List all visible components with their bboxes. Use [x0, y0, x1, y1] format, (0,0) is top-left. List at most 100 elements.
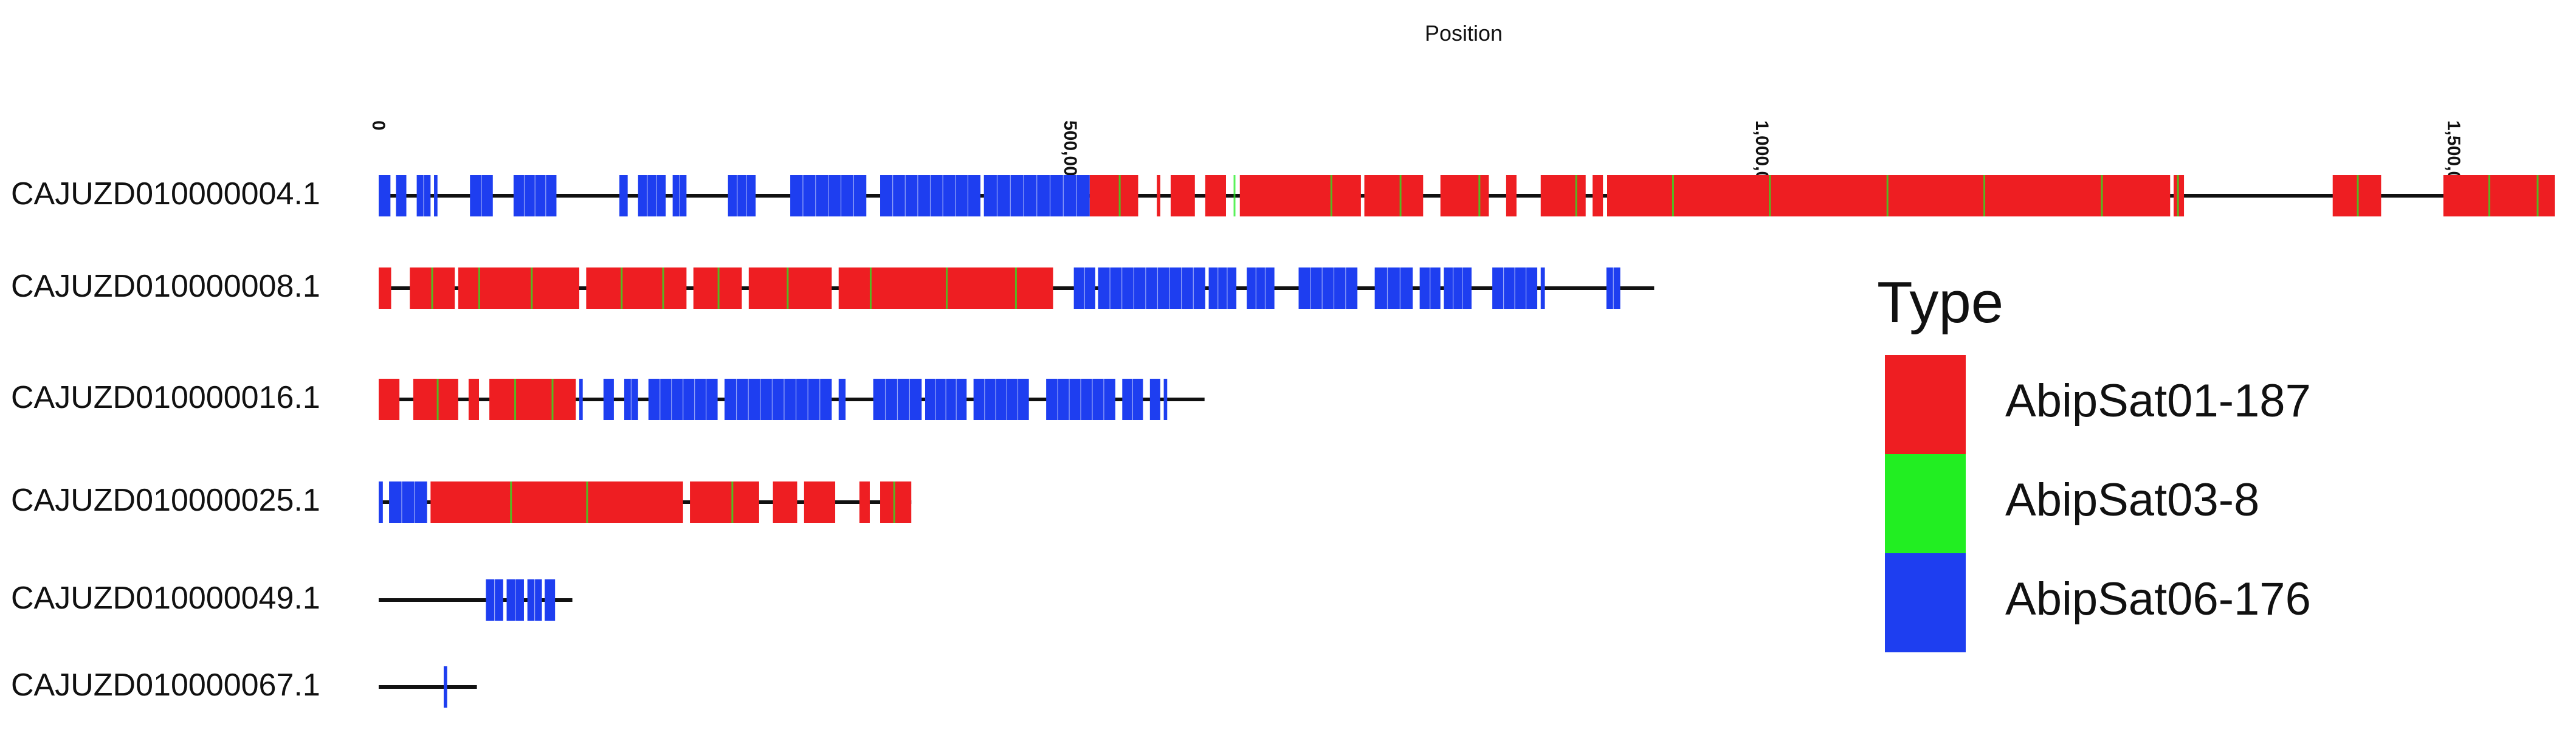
repeat-block	[1098, 267, 1205, 309]
repeat-block	[1540, 175, 1586, 216]
sequence-tracks: CAJUZD010000004.1 CAJUZD010000008.1 CAJUZD…	[11, 175, 2555, 708]
minor-repeat-mark	[551, 379, 554, 420]
repeat-block	[413, 379, 458, 420]
repeat-block	[1444, 267, 1472, 309]
repeat-block	[443, 666, 447, 708]
minor-repeat-mark	[586, 481, 588, 523]
repeat-block	[379, 175, 391, 216]
minor-repeat-mark	[1575, 175, 1577, 216]
repeat-block	[973, 379, 1029, 420]
minor-repeat-mark	[662, 267, 664, 309]
sequence-track: CAJUZD010000049.1	[11, 579, 573, 621]
minor-repeat-mark	[2488, 175, 2490, 216]
repeat-block	[1170, 175, 1195, 216]
repeat-block	[1089, 175, 1138, 216]
minor-repeat-mark	[478, 267, 480, 309]
minor-repeat-mark	[1886, 175, 1889, 216]
repeat-block	[1205, 175, 1226, 216]
repeat-block	[1045, 267, 1053, 309]
minor-repeat-mark	[1014, 267, 1017, 309]
repeat-block	[728, 175, 756, 216]
minor-repeat-mark	[2101, 175, 2103, 216]
repeat-block	[690, 481, 759, 523]
legend-swatch	[1885, 553, 1966, 652]
repeat-block	[619, 175, 628, 216]
minor-repeat-mark	[869, 267, 872, 309]
legend-label: AbipSat01-187	[2005, 375, 2311, 427]
minor-repeat-mark	[531, 267, 533, 309]
repeat-block	[804, 481, 836, 523]
repeat-block	[1374, 267, 1413, 309]
sequence-label: CAJUZD010000049.1	[11, 581, 320, 616]
repeat-block	[859, 481, 870, 523]
minor-repeat-mark	[717, 267, 720, 309]
repeat-block	[579, 379, 583, 420]
legend-swatch	[1885, 454, 1966, 553]
repeat-block	[2443, 175, 2555, 216]
minor-repeat-mark	[1399, 175, 1402, 216]
legend: Type AbipSat01-187 AbipSat03-8 AbipSat06-1…	[1877, 270, 2311, 652]
minor-repeat-mark	[1769, 175, 1771, 216]
minor-repeat-mark	[2177, 175, 2179, 216]
sequence-track: CAJUZD010000008.1	[11, 267, 1655, 309]
sequence-track: CAJUZD010000067.1	[11, 666, 477, 708]
repeat-block	[1593, 175, 1603, 216]
x-tick-label: 0	[368, 120, 388, 131]
minor-repeat-mark	[2536, 175, 2539, 216]
repeat-block	[724, 379, 832, 420]
repeat-block	[1540, 267, 1545, 309]
repeat-block	[1163, 379, 1168, 420]
repeat-block	[489, 379, 576, 420]
minor-repeat-mark	[1118, 175, 1121, 216]
repeat-block	[430, 481, 683, 523]
repeat-block	[434, 175, 438, 216]
minor-repeat-mark	[514, 379, 517, 420]
sequence-label: CAJUZD010000004.1	[11, 176, 320, 212]
repeat-block	[379, 481, 383, 523]
repeat-block	[1298, 267, 1358, 309]
minor-repeat-mark	[1330, 175, 1332, 216]
legend-swatch	[1885, 355, 1966, 454]
sequence-track: CAJUZD010000004.1	[11, 175, 2555, 216]
repeat-block	[1440, 175, 1489, 216]
repeat-block	[468, 379, 480, 420]
repeat-block	[389, 481, 427, 523]
sequence-track: CAJUZD010000025.1	[11, 481, 912, 523]
sequence-label: CAJUZD010000016.1	[11, 380, 320, 415]
repeat-block	[1364, 175, 1424, 216]
minor-repeat-mark	[431, 267, 433, 309]
minor-repeat-mark	[893, 481, 895, 523]
sequence-track: CAJUZD010000016.1	[11, 379, 1205, 420]
repeat-block	[458, 267, 580, 309]
repeat-block	[638, 175, 666, 216]
minor-repeat-mark	[946, 267, 948, 309]
repeat-block	[1157, 175, 1160, 216]
minor-repeat-mark	[731, 481, 734, 523]
repeat-block	[603, 379, 614, 420]
repeat-block	[1208, 267, 1237, 309]
repeat-block	[773, 481, 797, 523]
minor-repeat-mark	[1233, 175, 1236, 216]
repeat-block	[1239, 175, 1361, 216]
minor-repeat-mark	[2357, 175, 2359, 216]
repeat-block	[1607, 175, 2171, 216]
repeat-block	[748, 267, 832, 309]
repeat-block	[586, 267, 687, 309]
repeat-block	[379, 267, 391, 309]
sequence-label: CAJUZD010000025.1	[11, 483, 320, 518]
sequence-label: CAJUZD010000008.1	[11, 269, 320, 304]
repeat-block	[1247, 267, 1275, 309]
repeat-block	[1149, 379, 1160, 420]
minor-repeat-mark	[1478, 175, 1481, 216]
repeat-block	[379, 379, 400, 420]
repeat-block	[838, 267, 1050, 309]
minor-repeat-mark	[787, 267, 789, 309]
minor-repeat-mark	[510, 481, 512, 523]
minor-repeat-mark	[436, 379, 439, 420]
x-axis-title: Position	[1425, 21, 1503, 46]
repeat-block	[396, 175, 407, 216]
repeat-block	[838, 379, 846, 420]
repeat-block	[1506, 175, 1517, 216]
repeat-block	[545, 579, 556, 621]
